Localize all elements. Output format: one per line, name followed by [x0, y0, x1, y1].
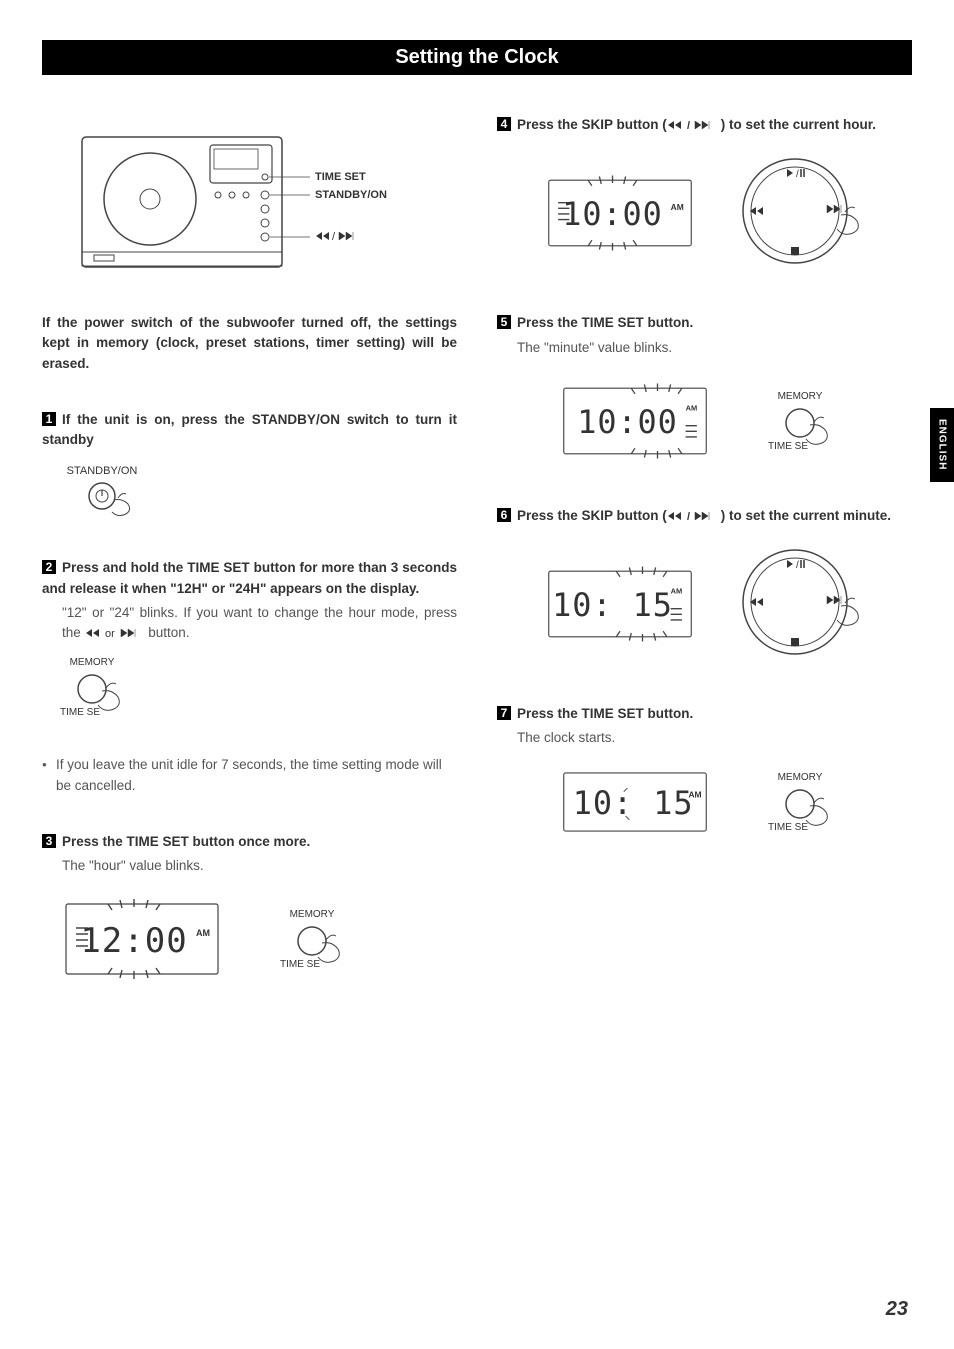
step-7-sub: The clock starts. [517, 728, 912, 748]
step-2: 2Press and hold the TIME SET button for … [42, 558, 457, 719]
label-standby-on: STANDBY/ON [315, 189, 387, 201]
svg-text:/: / [796, 560, 799, 571]
step-5-text: Press the TIME SET button. [517, 315, 693, 330]
clock-display-1200: 12:00 AM [62, 894, 222, 984]
svg-text:/: / [796, 169, 799, 180]
svg-text:12:00: 12:00 [80, 921, 187, 961]
svg-text:10:00: 10:00 [562, 195, 663, 233]
step-7: 7 Press the TIME SET button. The clock st… [497, 704, 912, 837]
memory-button-illus: MEMORY TIME SE [42, 655, 457, 719]
warning-text: If the power switch of the subwoofer tur… [42, 313, 457, 374]
svg-text:10: 15: 10: 15 [552, 586, 673, 624]
page-title: Setting the Clock [42, 40, 912, 75]
jog-wheel-illus: / [735, 544, 865, 664]
clock-display-1000: 10:00 AM [545, 168, 695, 258]
right-column: 4Press the SKIP button (/) to set the cu… [497, 115, 912, 1024]
step-number: 4 [497, 117, 511, 131]
step-1-text: If the unit is on, press the STANDBY/ON … [42, 412, 457, 447]
svg-text:MEMORY: MEMORY [777, 772, 822, 783]
clock-display-1000-min: 10:00 AM [560, 376, 710, 466]
step-1: 1If the unit is on, press the STANDBY/ON… [42, 410, 457, 523]
step-number: 2 [42, 560, 56, 574]
step-number: 1 [42, 412, 56, 426]
svg-text:/: / [687, 120, 690, 131]
memory-button-illus: MEMORY TIME SE [750, 770, 850, 834]
left-column: TIME SET STANDBY/ON / If the power switc… [42, 115, 457, 1024]
step-2-sub: "12" or "24" blinks. If you want to chan… [62, 603, 457, 644]
svg-text:10: 15: 10: 15 [572, 784, 693, 822]
step-3-sub: The "hour" value blinks. [62, 856, 457, 876]
step-5-sub: The "minute" value blinks. [517, 338, 912, 358]
step-2-text: Press and hold the TIME SET button for m… [42, 560, 457, 595]
step-number: 6 [497, 508, 511, 522]
step-number: 5 [497, 315, 511, 329]
clock-display-1015: 10: 15 AM [545, 559, 695, 649]
svg-text:AM: AM [688, 789, 701, 799]
bullet-note: If you leave the unit idle for 7 seconds… [42, 755, 457, 796]
step-number: 7 [497, 706, 511, 720]
svg-text:AM: AM [685, 403, 697, 412]
step-5: 5 Press the TIME SET button. The "minute"… [497, 313, 912, 466]
svg-text:AM: AM [670, 202, 683, 212]
standby-button-illus: STANDBY/ON [42, 462, 457, 522]
svg-text:TIME SE: TIME SE [60, 707, 100, 718]
svg-text:or: or [105, 628, 115, 639]
svg-text:AM: AM [670, 587, 682, 596]
svg-text:TIME SE: TIME SE [280, 959, 320, 970]
label-time-set: TIME SET [315, 171, 366, 183]
page-number: 23 [886, 1298, 908, 1321]
svg-text:TIME SE: TIME SE [767, 441, 807, 452]
step-3: 3 Press the TIME SET button once more. Th… [42, 832, 457, 985]
step-4: 4Press the SKIP button (/) to set the cu… [497, 115, 912, 273]
svg-text:MEMORY: MEMORY [70, 657, 115, 668]
device-diagram: TIME SET STANDBY/ON / [42, 127, 457, 277]
language-tab: ENGLISH [930, 408, 954, 482]
jog-wheel-illus: / [735, 153, 865, 273]
svg-text:MEMORY: MEMORY [290, 909, 335, 920]
skip-icon-inline: or [85, 627, 145, 639]
memory-button-illus: MEMORY TIME SE [262, 907, 362, 971]
svg-text:/: / [687, 511, 690, 522]
skip-icon-inline: / [667, 510, 721, 522]
step-3-text: Press the TIME SET button once more. [62, 834, 310, 849]
standby-label: STANDBY/ON [67, 465, 138, 477]
clock-display-final: 10: 15 AM [560, 767, 710, 837]
step-7-text: Press the TIME SET button. [517, 706, 693, 721]
svg-text:AM: AM [196, 928, 210, 938]
step-number: 3 [42, 834, 56, 848]
memory-button-illus: MEMORY TIME SE [750, 389, 850, 453]
svg-text:TIME SE: TIME SE [767, 822, 807, 833]
svg-text:MEMORY: MEMORY [777, 391, 822, 402]
svg-text:10:00: 10:00 [577, 403, 678, 441]
svg-text:/: / [332, 231, 336, 243]
skip-icon-inline: / [667, 119, 721, 131]
step-6: 6Press the SKIP button (/) to set the cu… [497, 506, 912, 664]
